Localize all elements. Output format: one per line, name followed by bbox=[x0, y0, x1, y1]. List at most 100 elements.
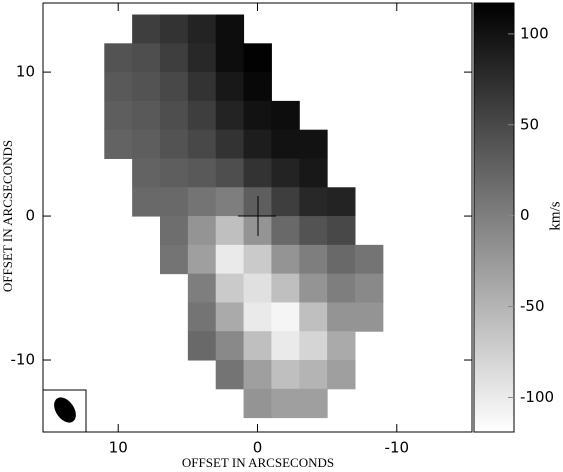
colorbar bbox=[473, 2, 515, 433]
map-cell bbox=[132, 129, 161, 159]
y-tick-label: 0 bbox=[25, 207, 35, 225]
map-cell bbox=[187, 72, 217, 102]
x-tick-label: -10 bbox=[385, 439, 410, 457]
map-cell bbox=[327, 273, 356, 303]
colorbar-tick-label: 50 bbox=[520, 115, 539, 133]
x-axis-label: OFFSET IN ARCSECONDS bbox=[182, 455, 334, 470]
map-cell bbox=[104, 72, 133, 102]
map-cell bbox=[215, 14, 245, 44]
map-cell bbox=[243, 273, 272, 303]
map-cell bbox=[215, 331, 245, 361]
map-cell bbox=[104, 43, 133, 73]
map-cell bbox=[160, 14, 189, 44]
map-cell bbox=[215, 100, 245, 131]
map-cell bbox=[355, 244, 384, 275]
map-cell bbox=[132, 43, 161, 73]
map-cell bbox=[187, 187, 217, 217]
colorbar-tick-label: 0 bbox=[520, 206, 530, 224]
map-cell bbox=[132, 72, 161, 102]
map-cell bbox=[299, 273, 328, 303]
map-cell bbox=[327, 244, 356, 275]
map-cell bbox=[271, 388, 300, 419]
map-cell bbox=[271, 302, 300, 332]
map-cell bbox=[187, 100, 217, 131]
x-tick-label: 0 bbox=[253, 439, 263, 457]
map-cell bbox=[299, 360, 328, 390]
map-cell bbox=[243, 72, 272, 102]
map-cell bbox=[271, 360, 300, 390]
map-cell bbox=[243, 388, 272, 419]
map-cell bbox=[104, 100, 133, 131]
map-cell bbox=[299, 158, 328, 188]
colorbar-tick-label: -50 bbox=[520, 297, 545, 315]
map-cell bbox=[160, 244, 189, 275]
map-cell bbox=[187, 14, 217, 44]
map-cell bbox=[271, 158, 300, 188]
x-tick-label: 10 bbox=[109, 439, 128, 457]
map-cell bbox=[160, 158, 189, 188]
map-cell bbox=[271, 216, 300, 246]
map-cell bbox=[187, 129, 217, 159]
map-cell bbox=[243, 158, 272, 188]
map-cell bbox=[299, 302, 328, 332]
map-cell bbox=[271, 187, 300, 217]
map-cell bbox=[187, 273, 217, 303]
map-cell bbox=[327, 216, 356, 246]
map-cell bbox=[243, 302, 272, 332]
map-cell bbox=[271, 100, 300, 131]
map-cell bbox=[215, 72, 245, 102]
map-cell bbox=[187, 302, 217, 332]
map-cell bbox=[160, 216, 189, 246]
map-cell bbox=[299, 388, 328, 419]
map-cell bbox=[215, 360, 245, 390]
map-cell bbox=[299, 187, 328, 217]
map-cell bbox=[271, 331, 300, 361]
map-cell bbox=[160, 100, 189, 131]
beam bbox=[54, 397, 76, 423]
map-cell bbox=[243, 43, 272, 73]
map-cell bbox=[299, 244, 328, 275]
map-cell bbox=[215, 244, 245, 275]
map-cell bbox=[271, 273, 300, 303]
map-cell bbox=[299, 331, 328, 361]
map-cell bbox=[187, 158, 217, 188]
map-cell bbox=[243, 360, 272, 390]
map-cell bbox=[327, 187, 356, 217]
map-cell bbox=[327, 331, 356, 361]
map-cell bbox=[187, 43, 217, 73]
map-cell bbox=[243, 244, 272, 275]
map-cell bbox=[132, 14, 161, 44]
map-cell bbox=[132, 100, 161, 131]
map-cell bbox=[215, 187, 245, 217]
map-cell bbox=[271, 244, 300, 275]
map-cell bbox=[327, 302, 356, 332]
map-cell bbox=[104, 129, 133, 159]
map-cell bbox=[299, 216, 328, 246]
map-cell bbox=[132, 187, 161, 217]
map-cell bbox=[215, 158, 245, 188]
map-cell bbox=[215, 273, 245, 303]
map-cell bbox=[132, 158, 161, 188]
map-cell bbox=[160, 72, 189, 102]
y-axis-label: OFFSET IN ARCSECONDS bbox=[0, 140, 15, 292]
y-tick-label: -10 bbox=[11, 351, 36, 369]
map-cell bbox=[243, 331, 272, 361]
map-cell bbox=[160, 43, 189, 73]
map-cell bbox=[160, 187, 189, 217]
map-cell bbox=[215, 216, 245, 246]
map-cell bbox=[355, 273, 384, 303]
colorbar-tick-label: -100 bbox=[520, 388, 554, 406]
map-cell bbox=[187, 331, 217, 361]
map-cell bbox=[187, 244, 217, 275]
map-cell bbox=[243, 100, 272, 131]
map-cell bbox=[187, 216, 217, 246]
map-cell bbox=[355, 302, 384, 332]
map-cell bbox=[215, 302, 245, 332]
map-cell bbox=[215, 43, 245, 73]
map-cell bbox=[327, 360, 356, 390]
map-cell bbox=[243, 129, 272, 159]
colorbar-label: km/s bbox=[547, 201, 563, 230]
map-cell bbox=[160, 129, 189, 159]
map-cell bbox=[271, 129, 300, 159]
